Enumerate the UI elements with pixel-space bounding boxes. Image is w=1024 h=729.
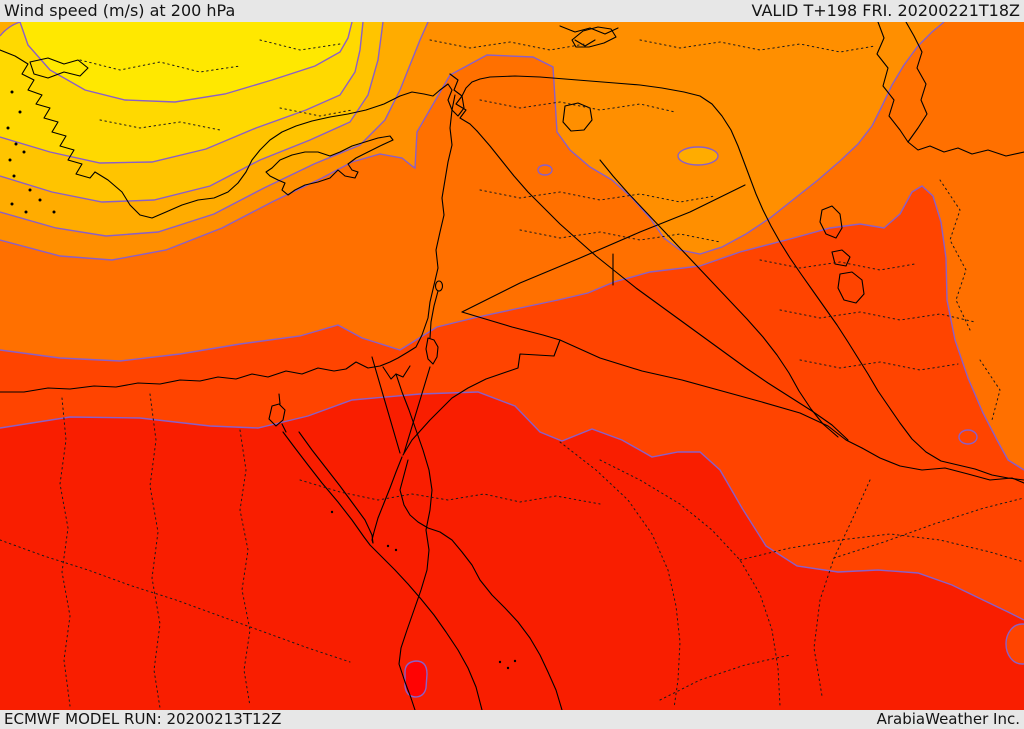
iraq-lakes bbox=[819, 205, 865, 304]
gulf-suez-west-red-sea-coast bbox=[282, 431, 483, 710]
aegean-islands bbox=[6, 90, 56, 214]
suez-canal-bitter-lakes bbox=[268, 393, 287, 433]
valid-time-label: VALID T+198 FRI. 20200221T18Z bbox=[751, 1, 1020, 20]
tigris-river bbox=[599, 159, 839, 438]
wind-speed-map bbox=[0, 22, 1024, 710]
band-fill-bright-red-blob bbox=[405, 661, 427, 697]
persian-gulf-coast bbox=[861, 447, 1024, 484]
coastlines-and-borders bbox=[0, 22, 1024, 710]
admin-borders-dotted bbox=[0, 39, 1024, 709]
marmara-sea bbox=[29, 57, 89, 79]
band-fill-red bbox=[0, 392, 1024, 710]
levant-coast bbox=[0, 94, 456, 393]
gulf-suez-east-sinai bbox=[298, 431, 374, 544]
aqaba-east-saudi-coast bbox=[399, 459, 563, 710]
header-bar: Wind speed (m/s) at 200 hPa VALID T+198 … bbox=[0, 0, 1024, 22]
contour-lines bbox=[0, 22, 1024, 698]
map-title: Wind speed (m/s) at 200 hPa bbox=[4, 1, 236, 20]
footer-bar: ECMWF MODEL RUN: 20200213T12Z ArabiaWeat… bbox=[0, 710, 1024, 729]
band-fill-bright-yellow bbox=[20, 22, 352, 102]
cyprus-island bbox=[265, 135, 394, 196]
band-fill-red-orange-bay bbox=[1006, 624, 1024, 664]
sinai-east-aqaba-west bbox=[371, 456, 403, 544]
egypt-israel-border bbox=[371, 356, 401, 454]
jordan-saudi-border bbox=[402, 311, 561, 456]
iraq-saudi-border bbox=[559, 339, 863, 449]
wadi-araba-border bbox=[403, 366, 431, 454]
lake-van bbox=[571, 26, 617, 48]
band-fill-gold-blip bbox=[678, 147, 718, 165]
iraq-iran-border bbox=[749, 177, 1024, 481]
model-run-label: ECMWF MODEL RUN: 20200213T12Z bbox=[4, 710, 282, 728]
dead-sea bbox=[425, 337, 439, 365]
caucasus-borders bbox=[876, 22, 1024, 157]
jordan-river bbox=[429, 290, 439, 339]
euphrates-river bbox=[476, 130, 849, 441]
anatolia-river-squiggles bbox=[559, 25, 619, 47]
aegean-marmara-coast bbox=[0, 49, 96, 179]
brand-credit: ArabiaWeather Inc. bbox=[876, 710, 1020, 728]
red-sea-islands bbox=[330, 510, 517, 670]
nile-river bbox=[395, 373, 433, 710]
nile-delta bbox=[382, 365, 411, 380]
ataturk-reservoir bbox=[449, 73, 478, 132]
band-fill-corner-gold bbox=[0, 22, 20, 36]
lake-urmia bbox=[562, 102, 593, 132]
turkey-south-coast bbox=[94, 76, 491, 219]
turkey-syria-border bbox=[489, 75, 751, 179]
sea-of-galilee bbox=[434, 280, 444, 292]
